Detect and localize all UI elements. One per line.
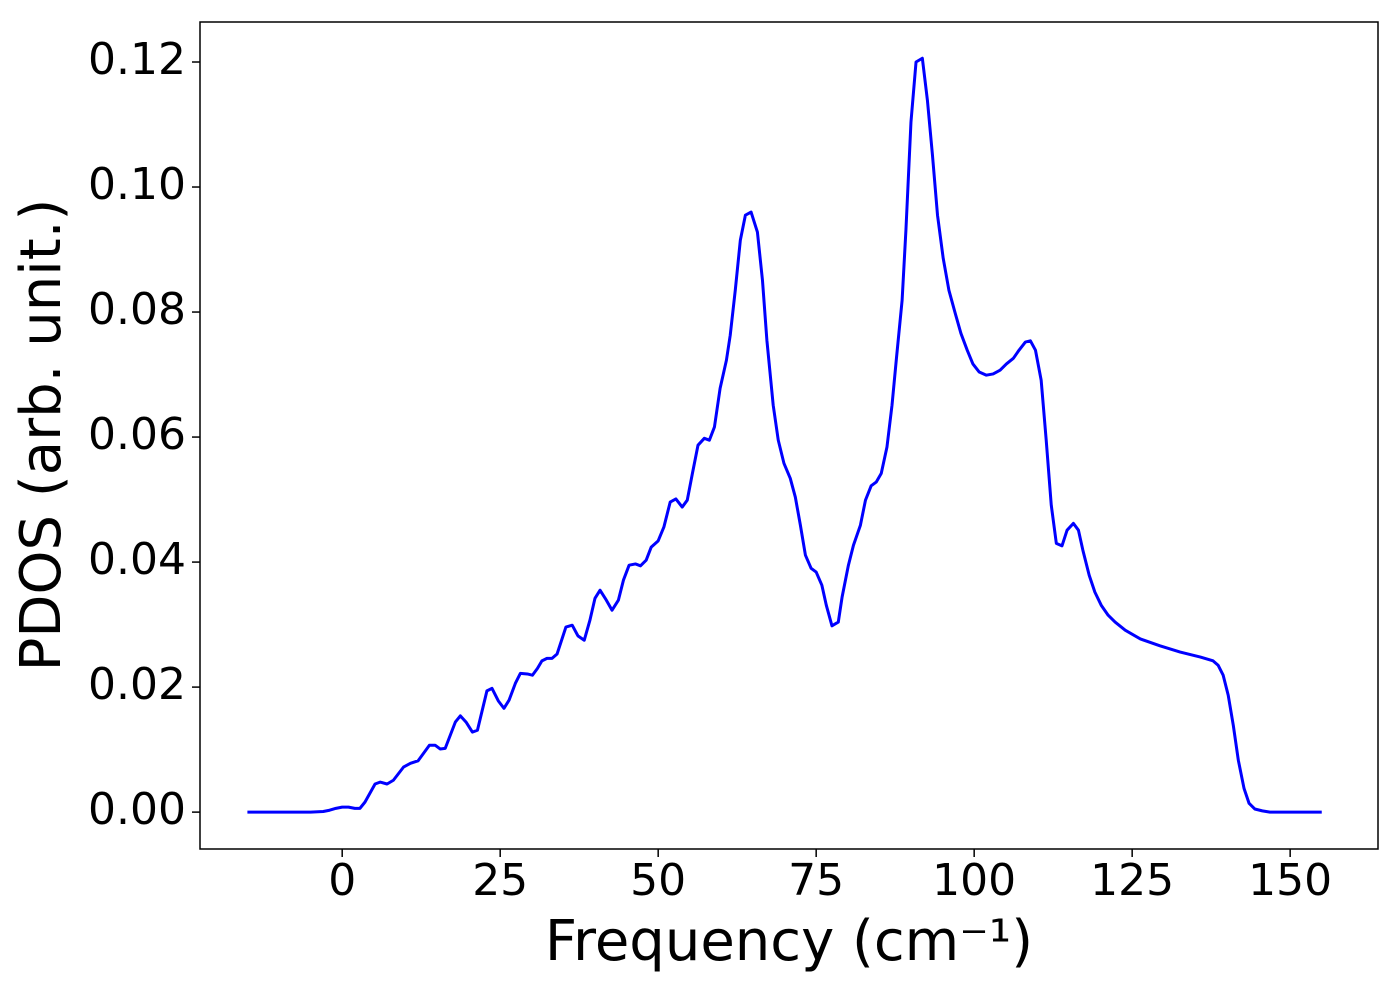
x-tick-label: 125 [1090,855,1174,906]
x-tick-label: 100 [932,855,1016,906]
x-axis-label: Frequency (cm⁻¹) [545,909,1033,974]
y-tick-label: 0.12 [88,34,186,85]
x-tick-label: 50 [630,855,686,906]
data-line [247,56,1322,814]
y-tick-label: 0.08 [88,284,186,335]
y-tick-label: 0.00 [88,784,186,835]
x-tick-label: 150 [1248,855,1332,906]
y-axis-label: PDOS (arb. unit.) [9,199,74,672]
y-tick-label: 0.06 [88,409,186,460]
y-tick-label: 0.02 [88,659,186,710]
x-tick-label: 25 [472,855,528,906]
y-tick-label: 0.04 [88,534,186,585]
plot-frame [199,21,1379,850]
x-tick-label: 0 [328,855,356,906]
y-tick-label: 0.10 [88,159,186,210]
x-tick-label: 75 [788,855,844,906]
